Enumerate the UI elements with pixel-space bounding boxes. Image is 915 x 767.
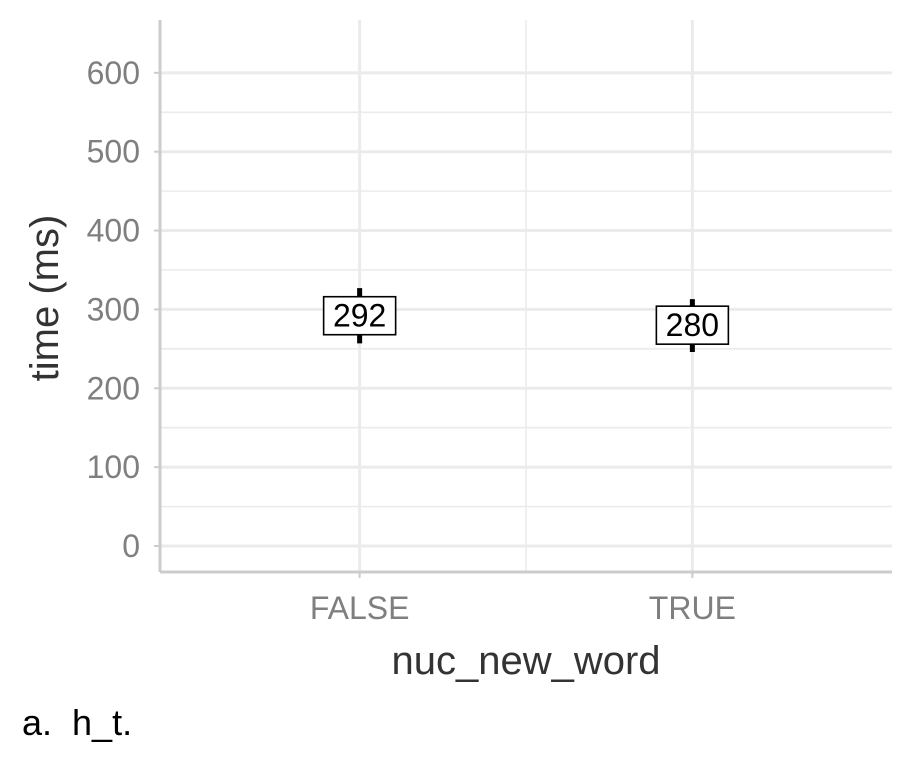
y-tick-label: 0: [122, 528, 140, 564]
y-tick-label: 500: [87, 134, 140, 170]
data-label: 280: [666, 307, 719, 343]
caption: a. h_t.: [22, 702, 133, 743]
grid-major: [160, 20, 892, 572]
axes: [154, 20, 892, 578]
grid-minor: [160, 20, 892, 572]
y-tick-label: 300: [87, 291, 140, 327]
data-label-box: [655, 305, 730, 345]
y-axis-title: time (ms): [23, 215, 67, 382]
chart: 0 100 200 300 400 500 600 FALSE TRUE 292 280 nuc…: [23, 20, 892, 683]
y-tick-label: 400: [87, 213, 140, 249]
x-tick-label: TRUE: [649, 590, 736, 626]
x-tick-labels: FALSE TRUE: [310, 590, 736, 626]
x-axis-title: nuc_new_word: [391, 639, 660, 683]
y-tick-label: 100: [87, 449, 140, 485]
y-tick-label: 200: [87, 370, 140, 406]
x-tick-label: FALSE: [310, 590, 410, 626]
y-tick-label: 600: [87, 55, 140, 91]
data-label: 292: [333, 298, 386, 334]
y-tick-labels: 0 100 200 300 400 500 600: [87, 55, 140, 564]
data-marks: 292 280: [322, 288, 730, 352]
data-label-box: [322, 295, 397, 336]
